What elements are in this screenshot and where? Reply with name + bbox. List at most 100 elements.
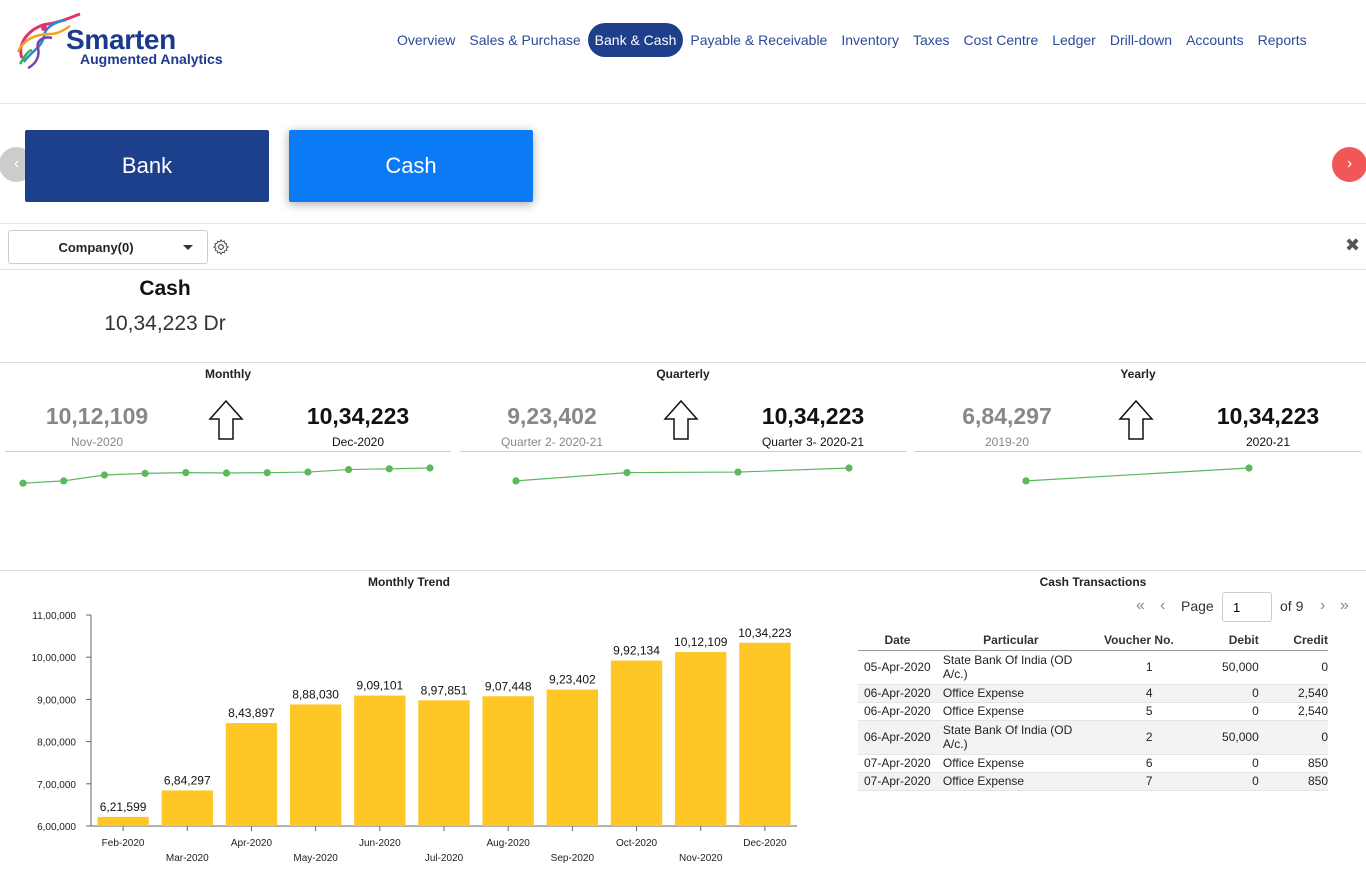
caret-down-icon: [183, 245, 193, 250]
bar-value-label: 8,97,851: [421, 683, 468, 697]
kpi-current-label: Dec-2020: [331, 435, 385, 449]
tab-bank[interactable]: Bank: [25, 130, 269, 202]
nav-payable-receivable[interactable]: Payable & Receivable: [690, 32, 828, 48]
bar[interactable]: [161, 790, 213, 826]
table-row[interactable]: 06-Apr-2020 State Bank Of India (OD A/c.)…: [858, 720, 1328, 755]
kpi-current-value: 10,34,223: [306, 403, 410, 429]
kpi-previous-label: Quarter 2- 2020-21: [500, 435, 604, 449]
column-header-voucher[interactable]: Voucher No.: [1084, 632, 1174, 651]
nav-bank-cash[interactable]: Bank & Cash: [587, 23, 684, 57]
company-dropdown[interactable]: Company(0): [8, 230, 208, 264]
cell-debit: 50,000: [1173, 650, 1259, 685]
page-count: of 9: [1280, 598, 1304, 614]
x-tick-label: Oct-2020: [616, 838, 658, 849]
monthly-sparkline: [19, 464, 434, 487]
y-tick-label: 9,00,000: [37, 695, 76, 706]
bar[interactable]: [418, 700, 470, 826]
bar[interactable]: [289, 704, 342, 826]
kpi-divider-line: [5, 451, 451, 452]
close-icon[interactable]: ✖: [1345, 235, 1361, 255]
x-tick-label: Nov-2020: [679, 853, 723, 864]
logo-text: Smarten: [66, 24, 176, 55]
kpi-title: Monthly: [205, 367, 251, 381]
kpi-divider: [0, 362, 1366, 363]
section-divider: [0, 570, 1366, 571]
cell-voucher: 1: [1084, 650, 1174, 685]
cell-particular: Office Expense: [936, 684, 1085, 703]
sparkline-point: [141, 469, 149, 477]
company-dropdown-label: Company(0): [58, 240, 134, 255]
cell-date: 06-Apr-2020: [858, 720, 937, 755]
cell-particular: Office Expense: [936, 702, 1085, 721]
nav-cost-centre[interactable]: Cost Centre: [963, 32, 1039, 48]
cell-credit: 0: [1258, 720, 1328, 755]
app-logo[interactable]: Smarten Augmented Analytics: [14, 12, 244, 74]
sparkline-point: [304, 468, 312, 476]
first-page-icon[interactable]: «: [1136, 597, 1145, 614]
nav-accounts[interactable]: Accounts: [1186, 32, 1244, 48]
bar[interactable]: [225, 723, 278, 826]
sparkline-path: [1025, 467, 1250, 482]
nav-sales-purchase[interactable]: Sales & Purchase: [469, 32, 581, 48]
bar[interactable]: [610, 660, 663, 826]
summary-value: 10,34,223 Dr: [104, 312, 226, 335]
bar-value-label: 9,09,101: [356, 679, 403, 693]
carousel-next-button[interactable]: ›: [1332, 147, 1366, 182]
column-header-date[interactable]: Date: [858, 632, 937, 651]
page-number-input[interactable]: [1222, 592, 1272, 622]
bar[interactable]: [97, 816, 149, 826]
cell-voucher: 7: [1084, 772, 1174, 791]
table-row[interactable]: 06-Apr-2020 Office Expense 4 0 2,540: [858, 684, 1328, 703]
cell-credit: 850: [1258, 754, 1328, 773]
tab-cash[interactable]: Cash: [289, 130, 533, 202]
cell-date: 07-Apr-2020: [858, 754, 937, 773]
last-page-icon[interactable]: »: [1340, 597, 1349, 614]
cell-voucher: 6: [1084, 754, 1174, 773]
table-row[interactable]: 07-Apr-2020 Office Expense 6 0 850: [858, 754, 1328, 773]
cell-particular: Office Expense: [936, 772, 1085, 791]
nav-ledger[interactable]: Ledger: [1052, 32, 1096, 48]
table-row[interactable]: 07-Apr-2020 Office Expense 7 0 850: [858, 772, 1328, 791]
nav-reports[interactable]: Reports: [1257, 32, 1307, 48]
bar[interactable]: [482, 696, 534, 826]
nav-taxes[interactable]: Taxes: [912, 32, 950, 48]
transactions-table: Date Particular Voucher No. Debit Credit…: [858, 632, 1328, 791]
nav-drill-down[interactable]: Drill-down: [1109, 32, 1173, 48]
bar[interactable]: [546, 689, 599, 826]
main-nav: Overview Sales & Purchase Bank & Cash Pa…: [390, 23, 1314, 57]
x-tick-label: Dec-2020: [743, 838, 787, 849]
transactions-title: Cash Transactions: [1039, 575, 1147, 589]
cell-voucher: 5: [1084, 702, 1174, 721]
sparkline-point: [845, 464, 853, 472]
logo-mark-icon: [16, 12, 81, 70]
nav-overview[interactable]: Overview: [397, 32, 456, 48]
cell-particular: State Bank Of India (OD A/c.): [936, 650, 1085, 685]
sparkline-point: [263, 469, 271, 477]
column-header-credit[interactable]: Credit: [1258, 632, 1328, 651]
bar[interactable]: [354, 695, 406, 826]
gear-icon[interactable]: [212, 238, 230, 256]
x-tick-label: Jun-2020: [359, 838, 401, 849]
sparkline-point: [623, 469, 631, 477]
bar[interactable]: [739, 642, 791, 826]
kpi-title: Yearly: [1120, 367, 1156, 381]
column-header-particular[interactable]: Particular: [936, 632, 1085, 651]
bar[interactable]: [675, 652, 727, 826]
kpi-quarterly: Quarterly 9,23,402 Quarter 2- 2020-21 10…: [460, 363, 906, 563]
sparkline-point: [512, 477, 520, 485]
sparkline-point: [734, 468, 742, 476]
cell-date: 05-Apr-2020: [858, 650, 937, 685]
chevron-right-icon: ›: [1346, 155, 1353, 172]
column-header-debit[interactable]: Debit: [1173, 632, 1259, 651]
cell-credit: 2,540: [1258, 702, 1328, 721]
next-page-icon[interactable]: ›: [1320, 597, 1326, 614]
table-row[interactable]: 05-Apr-2020 State Bank Of India (OD A/c.)…: [858, 650, 1328, 685]
table-row[interactable]: 06-Apr-2020 Office Expense 5 0 2,540: [858, 702, 1328, 721]
nav-inventory[interactable]: Inventory: [841, 32, 899, 48]
cell-date: 07-Apr-2020: [858, 772, 937, 791]
cell-credit: 850: [1258, 772, 1328, 791]
sparkline-point: [60, 477, 68, 485]
prev-page-icon[interactable]: ‹: [1160, 597, 1166, 614]
bar-value-label: 8,43,897: [228, 706, 275, 720]
kpi-current-value: 10,34,223: [1216, 403, 1320, 429]
